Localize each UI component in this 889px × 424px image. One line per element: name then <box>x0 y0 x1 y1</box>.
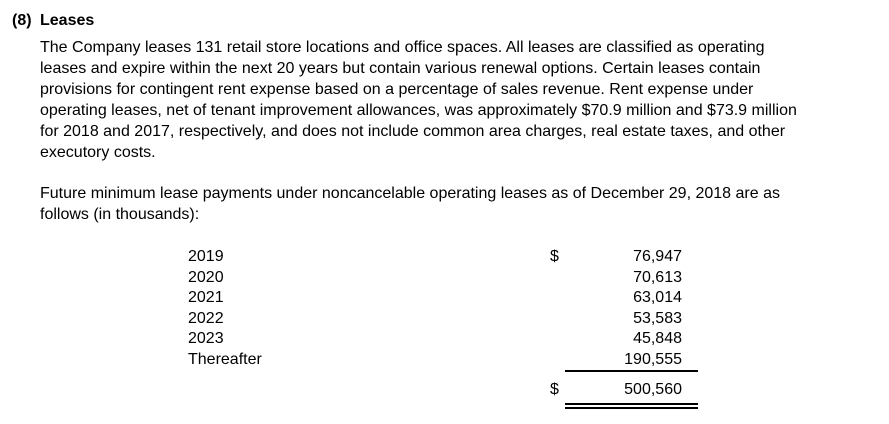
lease-payments-table: 2019 $ 76,947 2020 70,613 2021 63,014 20… <box>0 247 889 409</box>
row-label: Thereafter <box>188 350 262 368</box>
paragraph-lease-description: The Company leases 131 retail store loca… <box>40 39 797 161</box>
row-label: 2023 <box>188 330 224 347</box>
row-amount: 45,848 <box>633 330 682 347</box>
table-row-2020: 2020 70,613 <box>0 268 889 289</box>
section-title: Leases <box>40 12 95 29</box>
total-amount: 500,560 <box>565 380 698 409</box>
row-amount: 190,555 <box>565 350 698 372</box>
section-heading: (8) Leases <box>0 0 889 31</box>
table-row-total: $ 500,560 <box>0 380 889 409</box>
table-row-thereafter: Thereafter 190,555 <box>0 350 889 372</box>
row-label: 2021 <box>188 289 224 306</box>
section-number: (8) <box>12 12 32 29</box>
currency-symbol: $ <box>550 381 559 398</box>
row-label: 2022 <box>188 309 224 327</box>
row-amount: 70,613 <box>633 268 682 286</box>
row-amount: 53,583 <box>633 309 682 327</box>
paragraph-future-minimum-intro: Future minimum lease payments under nonc… <box>40 185 780 223</box>
row-label: 2020 <box>188 268 224 286</box>
currency-symbol: $ <box>550 248 559 265</box>
row-label: 2019 <box>188 248 224 265</box>
table-row-2019: 2019 $ 76,947 <box>0 247 889 268</box>
row-amount: 63,014 <box>633 289 682 306</box>
table-row-2022: 2022 53,583 <box>0 309 889 330</box>
row-amount: 76,947 <box>633 248 682 265</box>
table-row-2021: 2021 63,014 <box>0 288 889 309</box>
table-row-2023: 2023 45,848 <box>0 329 889 350</box>
